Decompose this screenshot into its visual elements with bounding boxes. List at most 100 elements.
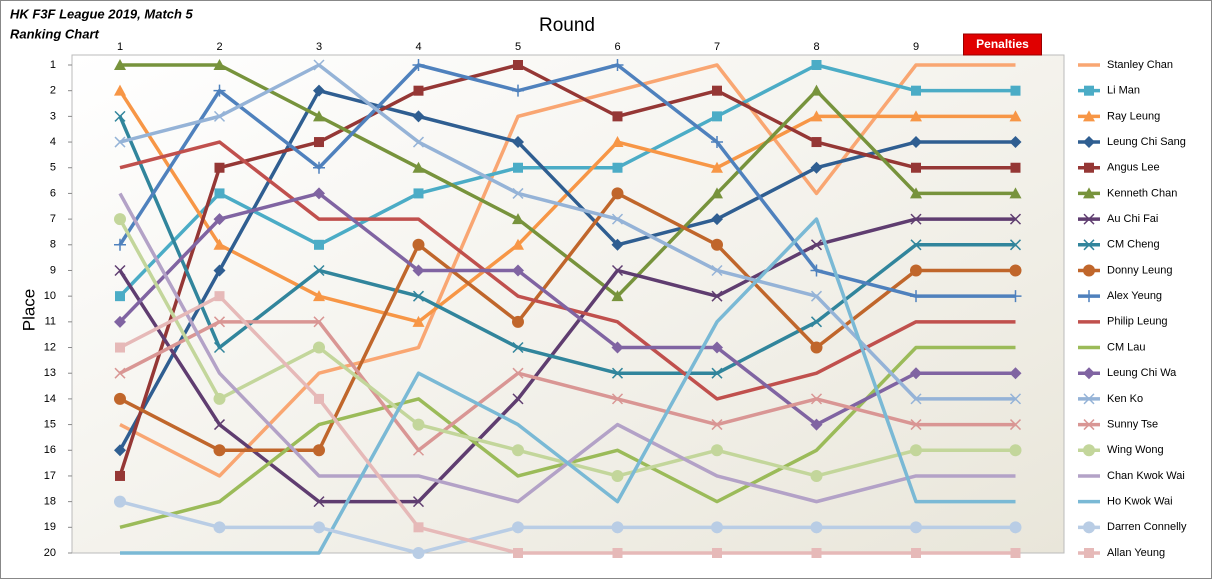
marker [412,136,425,148]
marker [810,521,823,534]
legend-label: Au Chi Fai [1107,213,1158,225]
marker [413,188,424,199]
marker [910,444,922,457]
marker [213,341,226,354]
marker [611,521,624,534]
marker [512,521,524,534]
marker [1009,444,1022,457]
marker [810,161,823,174]
legend-label: Alex Yeung [1107,290,1162,302]
y-tick-label: 19 [44,521,56,533]
marker [412,290,425,302]
marker [811,60,822,70]
legend-marker [1083,290,1095,303]
marker [711,341,723,354]
marker [313,84,325,97]
marker [911,548,921,558]
marker [114,213,126,226]
marker [114,110,126,122]
marker [910,521,922,534]
marker [910,290,922,303]
series-line [118,63,1016,298]
marker [810,110,823,122]
x-tick-label: Penalties [976,37,1029,51]
marker [213,110,226,122]
marker [1009,239,1022,251]
x-tick-label: 1 [117,41,123,53]
legend-marker [1083,419,1095,431]
series-line [119,499,1016,555]
marker [512,136,524,149]
legend-label: Ray Leung [1107,110,1160,122]
marker [513,548,523,558]
marker [412,315,425,327]
marker [513,60,523,70]
marker [314,239,324,250]
marker [910,239,922,251]
marker [314,137,324,148]
marker [711,290,723,302]
marker [611,187,624,200]
x-tick-label: 9 [913,41,919,53]
y-tick-label: 14 [44,393,56,405]
marker [810,290,823,302]
series-line [118,191,1016,427]
marker [513,162,523,173]
marker [512,393,524,405]
marker [612,548,623,558]
y-tick-label: 18 [44,496,56,508]
marker [413,85,424,96]
legend-label: Ken Ko [1107,393,1143,405]
marker [313,290,325,302]
series-line [119,320,1016,453]
marker [313,521,325,534]
marker [810,418,823,431]
marker [712,85,722,96]
marker [611,290,624,302]
marker [512,367,524,379]
legend-marker [1084,162,1094,173]
marker [213,213,226,226]
marker [313,59,325,71]
marker [412,264,425,277]
y-tick-label: 4 [50,136,56,148]
y-tick-label: 8 [50,239,56,251]
legend-marker [1083,264,1095,277]
marker [512,341,524,354]
marker [412,238,425,251]
y-tick-label: 20 [44,547,56,559]
series-line [118,63,1016,477]
marker [213,392,226,405]
marker [512,187,524,199]
marker [810,469,823,482]
marker [711,264,723,277]
marker [213,59,226,70]
x-axis-title: Round [539,15,595,36]
legend-marker [1083,187,1095,199]
marker [1009,521,1022,534]
marker [612,162,623,173]
marker [611,238,624,251]
x-tick-label: 8 [813,41,819,53]
legend-label: Ho Kwok Wai [1107,496,1173,508]
marker [412,418,425,431]
marker [810,84,823,96]
marker [712,548,722,558]
legend-label: Chan Kwok Wai [1107,470,1185,482]
marker [213,84,226,97]
marker [1009,290,1022,303]
marker [1009,264,1022,277]
marker [114,238,126,251]
legend-marker [1083,367,1095,380]
legend-label: Stanley Chan [1107,59,1173,71]
marker [314,393,324,404]
marker [512,84,524,97]
marker [114,136,126,148]
marker [114,367,126,379]
marker [1010,85,1021,96]
legend-marker [1084,548,1094,558]
marker [213,444,226,457]
y-tick-label: 1 [50,59,56,71]
marker [313,341,325,354]
